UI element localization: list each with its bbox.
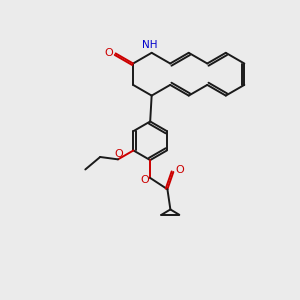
Text: O: O [105, 48, 113, 59]
Text: O: O [140, 175, 149, 185]
Text: NH: NH [142, 40, 157, 50]
Text: O: O [114, 149, 123, 159]
Text: O: O [175, 165, 184, 175]
